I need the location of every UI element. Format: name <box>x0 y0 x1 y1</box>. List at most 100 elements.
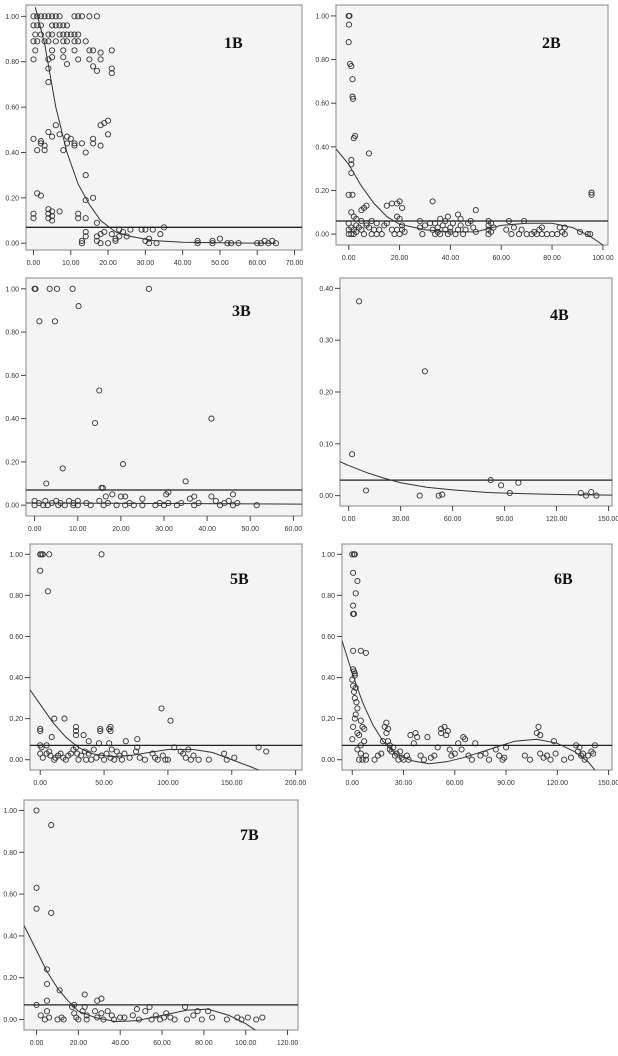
x-tick-label: 40.00 <box>198 526 216 533</box>
y-tick-label: 0.00 <box>3 1017 17 1024</box>
y-tick-label: 0.20 <box>5 459 19 466</box>
x-tick-label: 80.00 <box>195 1040 213 1047</box>
y-tick-label: 0.60 <box>3 892 17 899</box>
y-tick-label: 0.80 <box>3 850 17 857</box>
x-tick-label: 0.00 <box>30 1040 44 1047</box>
data-points <box>30 13 279 247</box>
scatter-panel-4b: 0.00 0.10 0.20 0.30 0.40 0.00 30.00 60.00 90.00 1… <box>306 270 618 532</box>
y-tick-label: 1.00 <box>5 14 19 21</box>
y-tick-label: 0.00 <box>5 241 19 248</box>
y-tick-label: 0.80 <box>9 593 23 600</box>
y-tick-label: 0.80 <box>5 59 19 66</box>
y-tick-label: 0.40 <box>5 416 19 423</box>
x-tick-label: 0.00 <box>27 260 41 267</box>
y-tick-label: 0.80 <box>321 593 335 600</box>
x-tick-label: 10.00 <box>62 260 80 267</box>
scatter-panel-1b: 0.00 0.20 0.40 0.60 0.80 1.00 0.00 10.00 20.00 30… <box>0 0 308 276</box>
x-tick-label: 150.00 <box>598 516 618 523</box>
plot-area <box>29 543 303 771</box>
x-tick-label: 40.00 <box>174 260 192 267</box>
plot-area <box>23 799 299 1031</box>
x-tick-label: 150.00 <box>221 780 243 787</box>
y-tick-label: 0.20 <box>9 716 23 723</box>
fit-curve <box>24 925 257 1030</box>
y-axis: 0.00 0.20 0.40 0.60 0.80 1.00 <box>5 286 26 510</box>
x-tick-label: 60.00 <box>153 1040 171 1047</box>
y-axis: 0.00 0.20 0.40 0.60 0.80 1.00 <box>9 552 30 764</box>
y-tick-label: 1.00 <box>5 286 19 293</box>
y-tick-label: 0.30 <box>319 338 333 345</box>
y-tick-label: 1.00 <box>9 552 23 559</box>
x-tick-label: 50.00 <box>241 526 259 533</box>
x-tick-label: 90.00 <box>496 516 514 523</box>
fit-curve <box>30 689 260 770</box>
x-tick-label: 0.00 <box>28 526 42 533</box>
x-tick-label: 20.00 <box>70 1040 88 1047</box>
plot-area <box>341 543 613 771</box>
data-points <box>345 12 595 238</box>
x-tick-label: 50.00 <box>211 260 229 267</box>
x-tick-label: 0.00 <box>342 516 356 523</box>
y-axis: 0.00 0.20 0.40 0.60 0.80 1.00 <box>321 552 342 764</box>
x-tick-label: 20.00 <box>391 255 409 262</box>
panel-label: 3B <box>232 303 251 320</box>
x-tick-label: 30.00 <box>137 260 155 267</box>
scatter-panel-7b: 0.00 0.20 0.40 0.60 0.80 1.00 0.00 20.00 40.00 60… <box>0 796 304 1056</box>
scatter-panel-5b: 0.00 0.20 0.40 0.60 0.80 1.00 0.00 50.00 100.00 1… <box>0 536 308 796</box>
x-tick-label: 20.00 <box>112 526 130 533</box>
x-tick-label: 80.00 <box>543 255 561 262</box>
y-tick-label: 0.00 <box>315 232 329 239</box>
plot-area <box>339 277 613 507</box>
y-tick-label: 0.40 <box>321 675 335 682</box>
y-tick-label: 0.00 <box>9 757 23 764</box>
y-tick-label: 0.60 <box>5 105 19 112</box>
fit-curve <box>342 640 596 770</box>
x-tick-label: 0.00 <box>345 780 359 787</box>
panel-label: 7B <box>240 827 259 844</box>
x-axis: 0.00 20.00 40.00 60.00 80.00 100.00 <box>342 245 614 262</box>
x-tick-label: 10.00 <box>69 526 87 533</box>
x-tick-label: 40.00 <box>442 255 460 262</box>
x-tick-label: 0.00 <box>342 255 356 262</box>
x-tick-label: 60.00 <box>444 516 462 523</box>
x-tick-label: 30.00 <box>395 780 413 787</box>
x-tick-label: 120.00 <box>277 1040 299 1047</box>
x-tick-label: 60.00 <box>285 526 303 533</box>
y-tick-label: 0.00 <box>319 493 333 500</box>
x-tick-label: 60.00 <box>248 260 266 267</box>
x-tick-label: 0.00 <box>33 780 47 787</box>
x-tick-label: 100.00 <box>157 780 179 787</box>
plot-area <box>25 277 303 517</box>
x-tick-label: 60.00 <box>492 255 510 262</box>
y-tick-label: 1.00 <box>315 13 329 20</box>
x-tick-label: 30.00 <box>392 516 410 523</box>
y-tick-label: 1.00 <box>321 552 335 559</box>
panel-label: 6B <box>554 571 573 588</box>
x-axis: 0.00 10.00 20.00 30.00 40.00 50.00 60.00 70.00 <box>27 250 303 267</box>
y-tick-label: 0.20 <box>5 195 19 202</box>
x-tick-label: 20.00 <box>99 260 117 267</box>
y-tick-label: 0.60 <box>5 373 19 380</box>
y-tick-label: 0.80 <box>315 57 329 64</box>
x-axis: 0.00 30.00 60.00 90.00 120.00 150.00 <box>342 506 618 523</box>
y-tick-label: 0.00 <box>321 757 335 764</box>
x-tick-label: 120.00 <box>546 516 568 523</box>
plot-area <box>25 4 303 251</box>
x-tick-label: 60.00 <box>446 780 464 787</box>
x-tick-label: 150.00 <box>598 780 618 787</box>
fit-curve <box>336 148 604 245</box>
x-tick-label: 200.00 <box>285 780 307 787</box>
x-tick-label: 120.00 <box>547 780 569 787</box>
y-tick-label: 0.80 <box>5 330 19 337</box>
y-tick-label: 0.60 <box>315 101 329 108</box>
x-tick-label: 40.00 <box>111 1040 129 1047</box>
y-tick-label: 0.40 <box>319 286 333 293</box>
panel-label: 1B <box>224 35 243 52</box>
scatter-panel-2b: 0.00 0.20 0.40 0.60 0.80 1.00 0.00 20.00 40.00 60… <box>306 0 614 271</box>
y-tick-label: 0.10 <box>319 441 333 448</box>
x-axis: 0.00 10.00 20.00 30.00 40.00 50.00 60.00 <box>28 516 302 533</box>
plot-area <box>335 4 609 246</box>
y-axis: 0.00 0.20 0.40 0.60 0.80 1.00 <box>5 14 26 248</box>
y-tick-label: 0.60 <box>9 634 23 641</box>
panel-label: 4B <box>550 307 569 324</box>
